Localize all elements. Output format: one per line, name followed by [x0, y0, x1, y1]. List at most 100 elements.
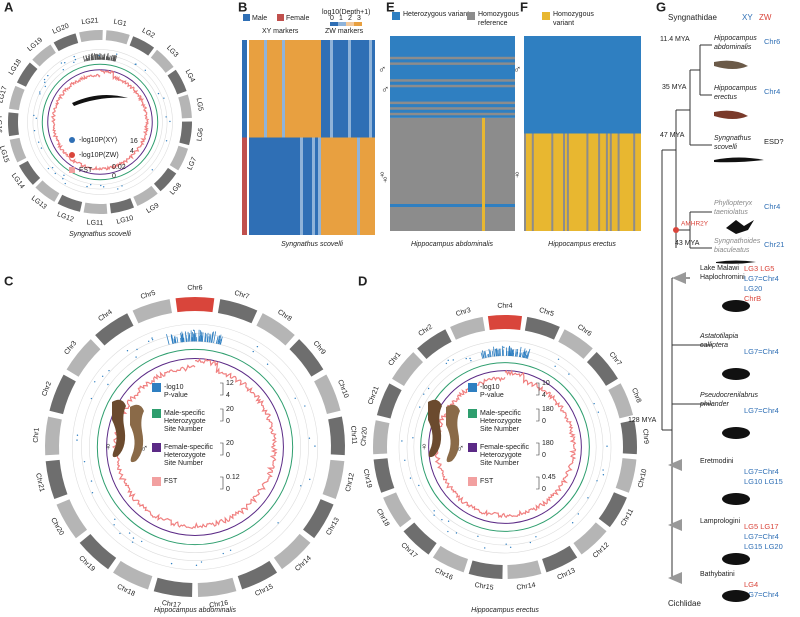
taxon-name: Lamprologini: [700, 518, 741, 525]
seahorse-icon: [446, 404, 460, 463]
pvalue-peak: [180, 337, 182, 343]
pvalue-dot: [170, 562, 173, 565]
system-label: ZW: [759, 13, 772, 22]
pvalue-dot: [151, 339, 154, 341]
sex-symbol: ♂: [140, 443, 148, 455]
pvalue-dot: [433, 510, 435, 512]
matrix-col: [482, 117, 485, 231]
pvalue-dot: [401, 440, 403, 442]
taxon-name: Hippocampus: [714, 35, 757, 42]
chromosome-segment: [524, 316, 560, 340]
pvalue-peak: [488, 353, 490, 358]
chromosome-segment: [586, 352, 618, 386]
chromosome-segment: [256, 313, 295, 346]
panel-label: B: [238, 0, 247, 14]
pvalue-peak: [181, 331, 184, 343]
pvalue-peak: [213, 331, 217, 344]
heat-column: [297, 137, 300, 235]
panel-label: F: [520, 0, 528, 14]
caption: Hippocampus abdominalis: [411, 241, 494, 248]
female-track: [47, 69, 153, 175]
depth-tick: 3: [357, 15, 361, 22]
chromosome-label: Chr21: [34, 472, 45, 492]
heat-column: [270, 40, 273, 138]
caption: Hippocampus erectus: [471, 607, 539, 614]
amhr2y-node: [673, 227, 679, 233]
pvalue-peak: [516, 348, 519, 357]
chromosome-segment: [615, 458, 637, 493]
chromosome-label: LG9: [145, 202, 160, 215]
pvalue-dot: [220, 339, 223, 341]
matrix-col: [563, 133, 565, 231]
scale-bracket: [220, 476, 224, 490]
chromosome-segment: [9, 137, 27, 163]
matrix-col: [551, 133, 554, 231]
heat-column: [309, 40, 312, 138]
chromosome-segment: [372, 420, 390, 455]
chromosome-segment: [432, 545, 469, 573]
marker-label: XY markers: [262, 28, 299, 35]
pvalue-peak: [525, 354, 528, 359]
legend-text: P-value: [480, 392, 504, 399]
scale-bracket: [220, 408, 224, 422]
matrix-row: [390, 204, 515, 207]
heat-column: [342, 40, 345, 138]
chromosome-segment: [403, 522, 437, 555]
legend-text: -log10P(ZW): [79, 152, 119, 159]
sex-symbol: ♂: [378, 64, 386, 76]
legend-text: Heterozygous variant: [403, 11, 469, 18]
pvalue-peak: [523, 351, 526, 358]
depth-scale: [354, 22, 362, 26]
chromosome-label: Chr17: [161, 600, 181, 610]
sex-bar-female: [242, 137, 247, 235]
legend-text: Heterozygote: [164, 452, 206, 459]
sex-marker: Chr4: [764, 87, 780, 96]
chromosome-label: Chr13: [325, 517, 341, 537]
taxon-name: philander: [699, 401, 729, 408]
pvalue-dot: [107, 383, 109, 386]
pvalue-peak: [484, 350, 487, 358]
sex-marker: LG7=Chr4: [744, 274, 779, 283]
heat-column: [303, 40, 306, 138]
chromosome-label: LG8: [169, 182, 183, 197]
legend-text: Female: [286, 15, 309, 22]
chromosome-segment: [16, 62, 38, 87]
age-label: 11.4 MYA: [660, 36, 690, 43]
chromosome-label: Chr20: [360, 427, 368, 447]
pvalue-dot: [83, 460, 86, 463]
heat-column: [279, 40, 282, 138]
pvalue-peak: [109, 55, 111, 61]
sex-bar-male: [242, 40, 247, 138]
pvalue-dot: [447, 530, 449, 533]
chromosome-segment: [373, 458, 395, 493]
pvalue-dot: [602, 469, 604, 471]
sex-symbol: ♀: [104, 441, 112, 453]
heat-column: [267, 137, 270, 235]
pvalue-dot: [200, 561, 203, 563]
heat-column: [333, 40, 336, 138]
legend-text: -log10: [480, 384, 500, 391]
chromosome-segment: [620, 420, 638, 455]
chromosome-label: LG20: [52, 23, 71, 36]
pvalue-peak: [207, 336, 209, 343]
group-label: Syngnathidae: [668, 13, 717, 22]
pvalue-peak: [496, 348, 498, 357]
chromosome-segment: [132, 299, 172, 324]
heat-column: [369, 137, 372, 235]
matrix-col: [531, 133, 534, 231]
pvalue-dot: [102, 186, 105, 188]
legend-swatch: [152, 443, 161, 452]
heat-column: [351, 137, 354, 235]
panel-label: A: [4, 0, 14, 14]
pvalue-dot: [309, 478, 311, 481]
pvalue-dot: [252, 350, 254, 353]
sex-marker: LG7=Chr4: [744, 406, 779, 415]
chromosome-segment: [95, 313, 134, 346]
chromosome-segment: [608, 383, 634, 419]
chromosome-label: Chr10: [336, 379, 350, 399]
pvalue-dot: [423, 393, 425, 395]
legend-text: Homozygous: [478, 11, 519, 18]
pvalue-dot: [151, 337, 153, 339]
seahorse-icon: [112, 399, 126, 458]
caption: Hippocampus abdominalis: [154, 607, 237, 614]
